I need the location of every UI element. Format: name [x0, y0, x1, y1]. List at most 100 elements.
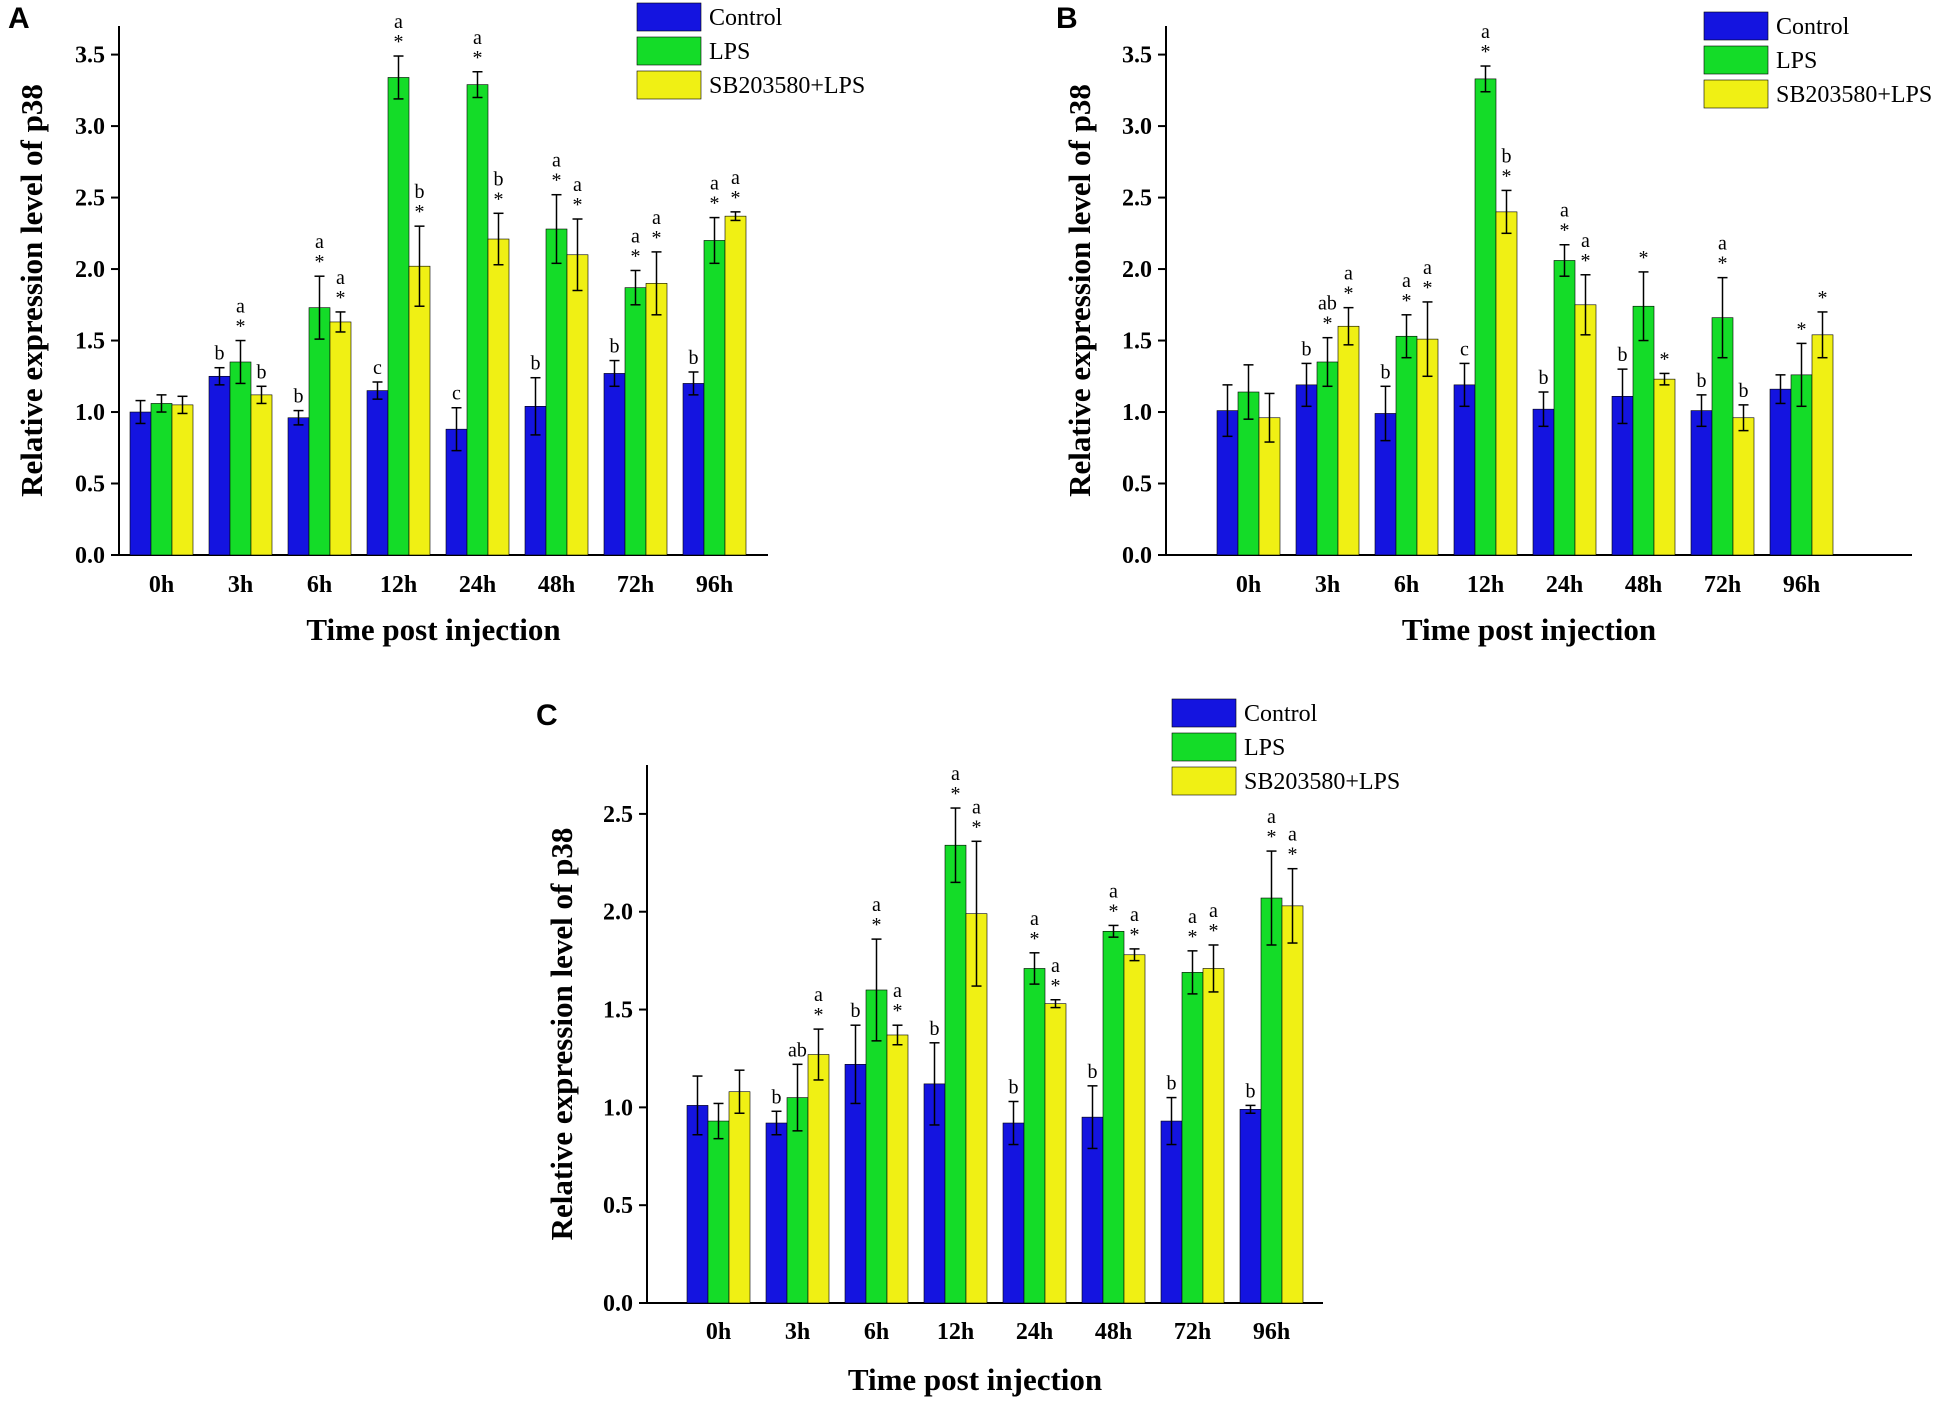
significance-label: * [1660, 348, 1670, 370]
bar-lps [229, 361, 252, 556]
x-tick-label: 0h [1236, 572, 1261, 598]
y-tick-label: 0.0 [603, 1291, 633, 1317]
significance-label: a [1481, 21, 1490, 43]
bar-control [1295, 384, 1318, 556]
y-tick-label: 2.0 [75, 257, 105, 283]
significance-label: a [1130, 904, 1139, 926]
bar-lps [703, 240, 726, 556]
legend-label: SB203580+LPS [1244, 769, 1400, 795]
significance-label: a [1423, 257, 1432, 279]
legend-swatch [636, 2, 702, 32]
x-tick-label: 72h [1704, 572, 1741, 598]
significance-label: * [236, 316, 246, 338]
bar-sb203580-lps [1281, 905, 1304, 1304]
bar-control [1690, 410, 1713, 556]
bar-control [208, 375, 231, 556]
y-tick-label: 2.5 [603, 802, 633, 828]
y-axis-title: Relative expression level of p38 [1062, 84, 1097, 497]
significance-label: b [257, 361, 267, 383]
y-tick-label: 1.5 [1122, 329, 1152, 355]
significance-label: a [1188, 906, 1197, 928]
significance-label: ab [1318, 293, 1337, 315]
y-tick-label: 1.5 [75, 329, 105, 355]
significance-label: * [315, 251, 325, 273]
legend-label: SB203580+LPS [709, 73, 865, 99]
y-tick-label: 0.5 [75, 472, 105, 498]
significance-label: b [1618, 344, 1628, 366]
bar-sb203580-lps [1202, 968, 1225, 1304]
significance-label: * [1209, 920, 1219, 942]
bar-lps [308, 307, 331, 556]
y-tick-label: 2.0 [1122, 257, 1152, 283]
x-tick-label: 12h [380, 572, 417, 598]
panel-a: A 0.0 0.5 1.0 1.5 2.0 2.5 3.0 3.5 Relative expres… [8, 2, 865, 647]
legend-swatch [1703, 79, 1769, 109]
bar-lps [387, 77, 410, 556]
panel-letter: C [536, 699, 558, 732]
x-tick-label: 3h [785, 1319, 810, 1345]
y-tick-label: 3.5 [75, 43, 105, 69]
bar-control [129, 411, 152, 556]
significance-label: * [1188, 926, 1198, 948]
x-tick-label: 6h [1394, 572, 1419, 598]
significance-label: a [1402, 270, 1411, 292]
significance-label: * [710, 193, 720, 215]
bar-lps [1181, 972, 1204, 1304]
bar-lps [1395, 335, 1418, 556]
bar-sb203580-lps [1732, 417, 1755, 556]
significance-label: * [951, 783, 961, 805]
bar-lps [944, 844, 967, 1304]
significance-label: a [1030, 908, 1039, 930]
x-tick-label: 96h [696, 572, 733, 598]
significance-label: b [1739, 380, 1749, 402]
y-tick-label: 3.0 [75, 114, 105, 140]
legend-swatch [1703, 45, 1769, 75]
y-tick-label: 1.5 [603, 998, 633, 1024]
x-tick-label: 12h [1467, 572, 1504, 598]
significance-label: * [1797, 318, 1807, 340]
significance-label: * [731, 187, 741, 209]
legend-swatch [1171, 698, 1237, 728]
x-tick-label: 72h [1174, 1319, 1211, 1345]
significance-label: * [1402, 290, 1412, 312]
bar-sb203580-lps [1574, 304, 1597, 556]
significance-label: * [415, 201, 425, 223]
y-tick-label: 1.0 [603, 1095, 633, 1121]
legend-swatch [636, 36, 702, 66]
significance-label: b [1381, 361, 1391, 383]
significance-label: * [1481, 41, 1491, 63]
bar-sb203580-lps [645, 283, 668, 556]
significance-label: * [1109, 900, 1119, 922]
legend-label: Control [1776, 14, 1850, 40]
significance-label: a [893, 980, 902, 1002]
legend-label: Control [1244, 701, 1318, 727]
y-tick-label: 2.5 [1122, 186, 1152, 212]
legend-swatch [636, 70, 702, 100]
significance-label: b [689, 347, 699, 369]
significance-label: a [315, 231, 324, 253]
significance-label: * [573, 194, 583, 216]
x-tick-label: 48h [1625, 572, 1662, 598]
legend-label: LPS [709, 39, 750, 65]
bar-sb203580-lps [728, 1091, 751, 1304]
y-tick-label: 0.0 [75, 543, 105, 569]
significance-label: a [1344, 263, 1353, 285]
significance-label: * [1639, 247, 1649, 269]
significance-label: * [1718, 253, 1728, 275]
significance-label: * [473, 47, 483, 69]
significance-label: * [872, 914, 882, 936]
bar-control [603, 373, 626, 556]
significance-label: a [731, 167, 740, 189]
significance-label: a [1581, 230, 1590, 252]
significance-label: a [394, 11, 403, 33]
significance-label: * [1030, 928, 1040, 950]
significance-label: * [893, 1000, 903, 1022]
significance-label: * [1288, 844, 1298, 866]
significance-label: * [1344, 283, 1354, 305]
significance-label: b [1246, 1080, 1256, 1102]
significance-label: * [814, 1004, 824, 1026]
x-tick-label: 3h [228, 572, 253, 598]
bar-sb203580-lps [1495, 211, 1518, 556]
bar-sb203580-lps [487, 238, 510, 556]
